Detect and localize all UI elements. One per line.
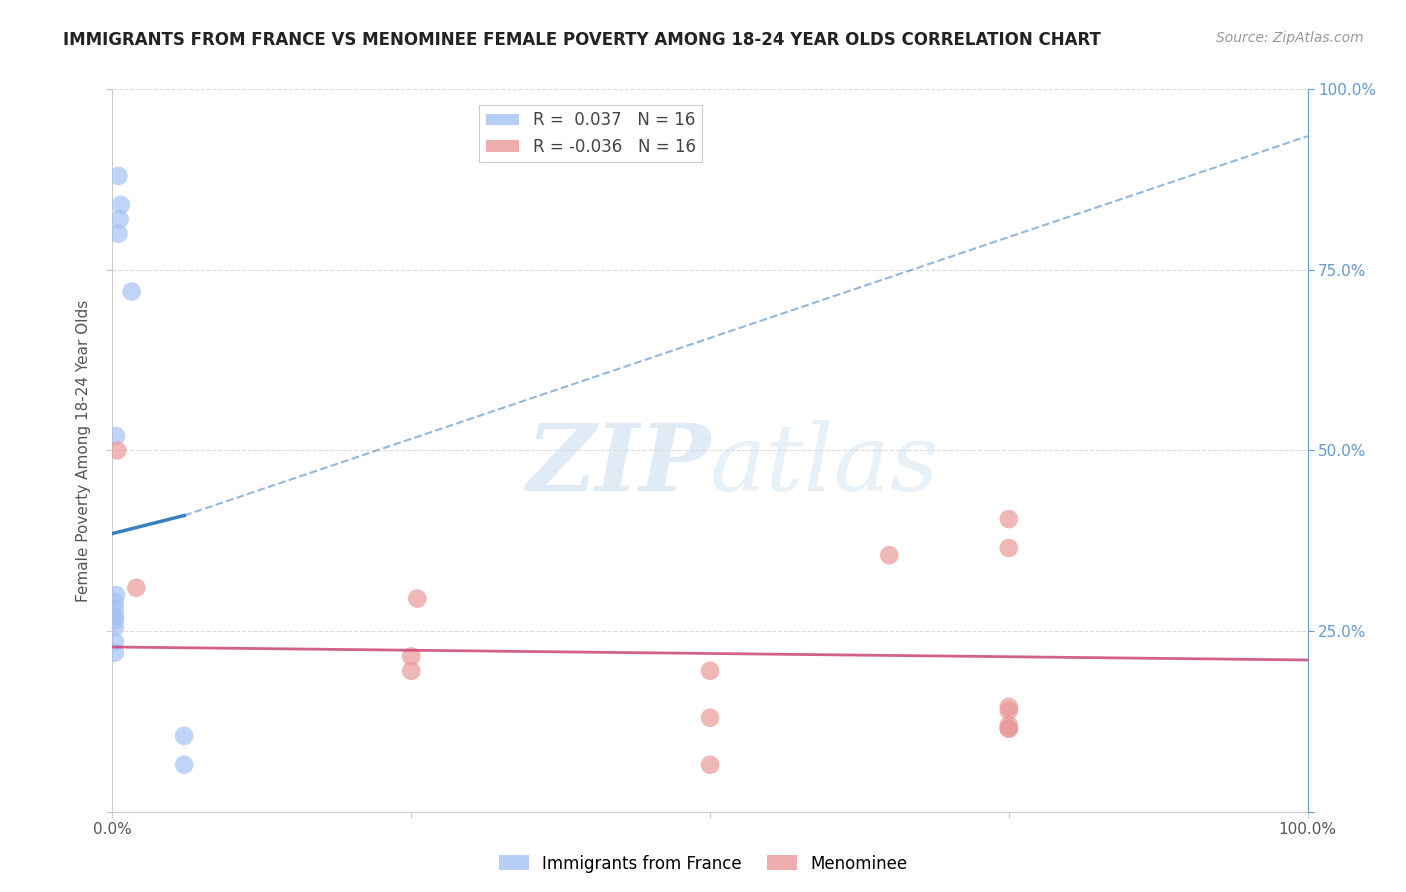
Y-axis label: Female Poverty Among 18-24 Year Olds: Female Poverty Among 18-24 Year Olds	[76, 300, 91, 601]
Point	[121, 285, 143, 299]
Point	[998, 704, 1021, 718]
Point	[998, 541, 1021, 555]
Legend: Immigrants from France, Menominee: Immigrants from France, Menominee	[492, 848, 914, 880]
Point	[173, 729, 195, 743]
Point	[998, 722, 1021, 736]
Point	[108, 212, 131, 227]
Point	[699, 711, 721, 725]
Point	[699, 664, 721, 678]
Point	[104, 609, 127, 624]
Point	[125, 581, 148, 595]
Point	[173, 757, 195, 772]
Point	[105, 588, 128, 602]
Point	[401, 664, 423, 678]
Point	[401, 649, 423, 664]
Point	[107, 169, 129, 183]
Point	[104, 602, 127, 616]
Point	[998, 722, 1021, 736]
Point	[104, 646, 127, 660]
Point	[406, 591, 429, 606]
Point	[879, 548, 901, 562]
Text: atlas: atlas	[710, 420, 939, 510]
Point	[699, 757, 721, 772]
Point	[998, 512, 1021, 526]
Point	[110, 198, 132, 212]
Point	[105, 443, 128, 458]
Point	[998, 718, 1021, 732]
Point	[105, 429, 128, 443]
Legend: R =  0.037   N = 16, R = -0.036   N = 16: R = 0.037 N = 16, R = -0.036 N = 16	[479, 104, 703, 162]
Point	[104, 595, 127, 609]
Point	[104, 635, 127, 649]
Point	[107, 227, 129, 241]
Text: IMMIGRANTS FROM FRANCE VS MENOMINEE FEMALE POVERTY AMONG 18-24 YEAR OLDS CORRELA: IMMIGRANTS FROM FRANCE VS MENOMINEE FEMA…	[63, 31, 1101, 49]
Point	[104, 613, 127, 627]
Text: ZIP: ZIP	[526, 420, 710, 510]
Text: Source: ZipAtlas.com: Source: ZipAtlas.com	[1216, 31, 1364, 45]
Point	[998, 700, 1021, 714]
Point	[104, 620, 127, 634]
